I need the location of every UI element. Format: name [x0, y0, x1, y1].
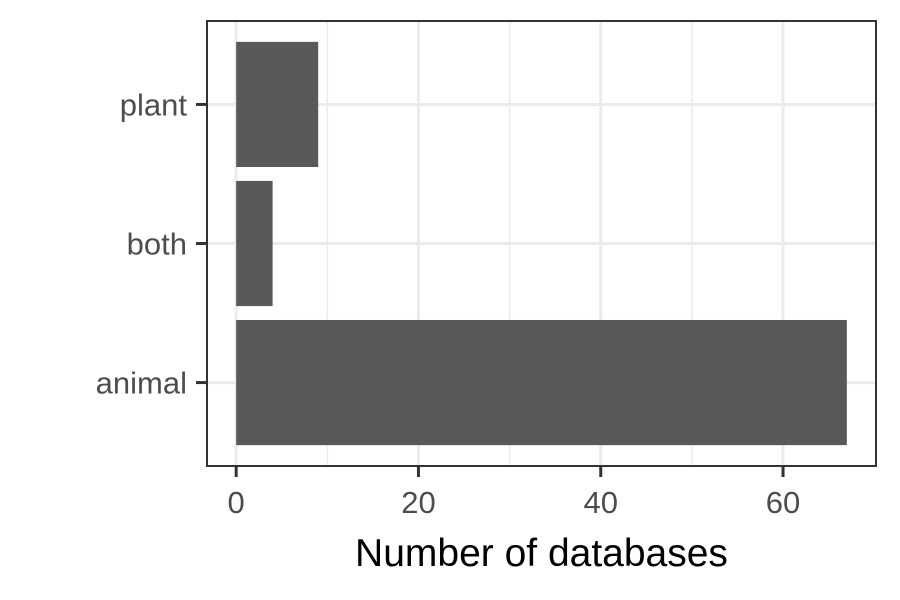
bar-animal	[236, 319, 847, 446]
y-tick-label-plant: plant	[120, 87, 188, 122]
y-tick-label-both: both	[127, 227, 187, 262]
bar-plant	[236, 41, 319, 168]
x-tick-label: 40	[584, 485, 618, 520]
x-axis: 0 20 40 60	[228, 466, 800, 520]
x-tick-label: 20	[401, 485, 435, 520]
bar-both	[236, 180, 273, 307]
x-axis-title: Number of databases	[355, 532, 728, 575]
y-tick-label-animal: animal	[96, 366, 187, 401]
bars	[236, 41, 847, 446]
x-tick-label: 0	[228, 485, 245, 520]
x-tick-label: 60	[766, 485, 800, 520]
y-axis: animal both plant	[96, 87, 207, 401]
